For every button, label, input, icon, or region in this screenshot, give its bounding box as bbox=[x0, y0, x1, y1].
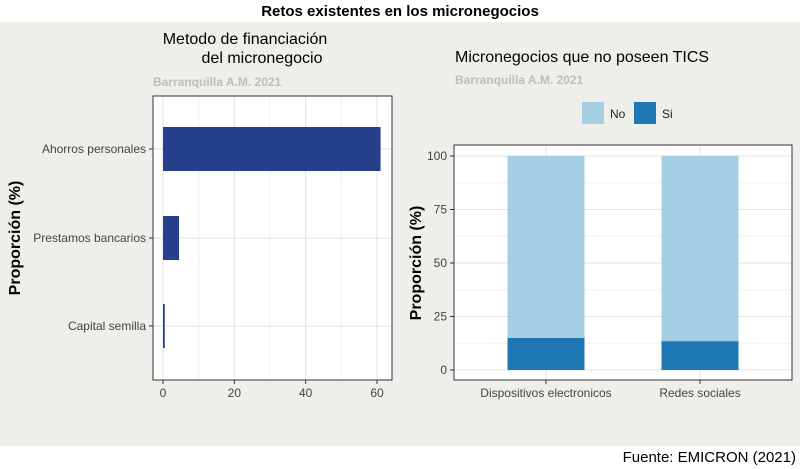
source-note: Fuente: EMICRON (2021) bbox=[622, 449, 796, 466]
right-y-tick-label: 100 bbox=[427, 149, 447, 163]
left-x-tick-label: 40 bbox=[299, 386, 313, 400]
left-chart-title-line-2: del micronegocio bbox=[202, 50, 323, 67]
left-chart-subtitle: Barranquilla A.M. 2021 bbox=[153, 75, 282, 89]
bar-dispositivos-electronicos-si bbox=[507, 337, 585, 370]
right-y-tick-label: 25 bbox=[434, 310, 448, 324]
right-y-tick-label: 75 bbox=[434, 203, 448, 217]
legend-label-no: No bbox=[610, 107, 626, 121]
left-chart-title-line-1: Metodo de financiación bbox=[163, 31, 328, 48]
right-x-tick-label: Redes sociales bbox=[659, 386, 740, 400]
bar-capital-semilla bbox=[163, 304, 165, 348]
left-x-tick-label: 0 bbox=[160, 386, 167, 400]
legend-key-si bbox=[634, 102, 656, 124]
left-y-axis-title: Proporción (%) bbox=[7, 181, 24, 296]
left-y-tick-label: Ahorros personales bbox=[42, 142, 146, 156]
left-plot-border bbox=[152, 95, 393, 381]
right-chart-title: Micronegocios que no poseen TICS bbox=[455, 49, 709, 66]
legend-label-si: Si bbox=[662, 107, 673, 121]
bar-redes-sociales-si bbox=[661, 341, 739, 370]
left-y-tick-label: Capital semilla bbox=[68, 319, 146, 333]
left-x-tick-label: 20 bbox=[228, 386, 242, 400]
right-y-tick-label: 50 bbox=[434, 256, 448, 270]
left-y-tick-label: Prestamos bancarios bbox=[33, 231, 146, 245]
page-title: Retos existentes en los micronegocios bbox=[261, 3, 539, 20]
right-x-tick-label: Dispositivos electronicos bbox=[480, 386, 611, 400]
bar-redes-sociales-no bbox=[661, 156, 739, 342]
right-y-axis-title: Proporción (%) bbox=[408, 206, 425, 321]
legend-key-no bbox=[582, 102, 604, 124]
right-y-tick-label: 0 bbox=[440, 363, 447, 377]
bar-ahorros-personales bbox=[163, 127, 381, 171]
left-x-tick-label: 60 bbox=[370, 386, 384, 400]
bar-dispositivos-electronicos-no bbox=[507, 156, 585, 338]
right-chart-subtitle: Barranquilla A.M. 2021 bbox=[455, 73, 584, 87]
bar-prestamos-bancarios bbox=[163, 216, 180, 260]
